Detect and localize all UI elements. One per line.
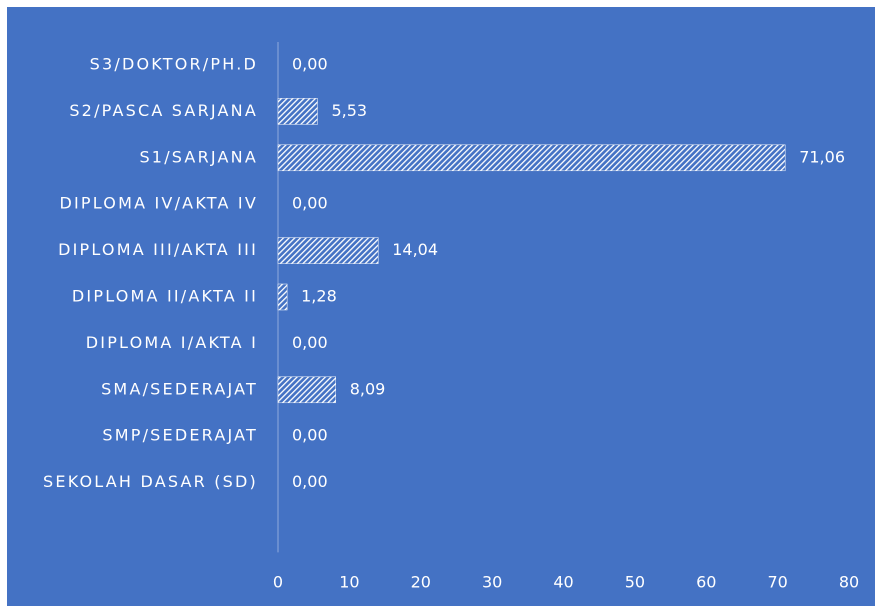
value-label: 8,09: [350, 379, 386, 398]
x-tick-label: 80: [839, 573, 859, 592]
x-tick-label: 60: [696, 573, 716, 592]
category-label: DIPLOMA II/AKTA II: [72, 287, 258, 306]
category-label: SEKOLAH DASAR (SD): [43, 472, 258, 491]
x-tick-label: 30: [482, 573, 502, 592]
category-label: S3/DOKTOR/PH.D: [90, 55, 258, 74]
category-label: SMP/SEDERAJAT: [102, 426, 258, 445]
x-tick-label: 50: [625, 573, 645, 592]
x-tick-label: 0: [273, 573, 283, 592]
category-label: DIPLOMA I/AKTA I: [86, 333, 258, 352]
x-tick-label: 10: [339, 573, 359, 592]
value-label: 71,06: [799, 147, 845, 166]
value-label: 1,28: [301, 287, 337, 306]
category-label: DIPLOMA IV/AKTA IV: [59, 194, 258, 213]
value-label: 0,00: [292, 472, 328, 491]
x-tick-label: 70: [767, 573, 787, 592]
value-label: 0,00: [292, 55, 328, 74]
bar: [277, 283, 288, 311]
bar: [277, 98, 318, 125]
value-label: 0,00: [292, 426, 328, 445]
category-label: SMA/SEDERAJAT: [101, 379, 258, 398]
value-label: 14,04: [392, 240, 438, 259]
category-label: S1/SARJANA: [139, 147, 258, 166]
value-label: 0,00: [292, 333, 328, 352]
value-label: 5,53: [331, 101, 367, 120]
x-tick-label: 40: [553, 573, 573, 592]
bar: [277, 144, 786, 172]
value-label: 0,00: [292, 194, 328, 213]
bar: [277, 376, 336, 404]
category-label: DIPLOMA III/AKTA III: [58, 240, 258, 259]
bar: [277, 237, 379, 264]
plot-background: [7, 7, 875, 606]
category-label: S2/PASCA SARJANA: [69, 101, 258, 120]
x-tick-label: 20: [411, 573, 431, 592]
